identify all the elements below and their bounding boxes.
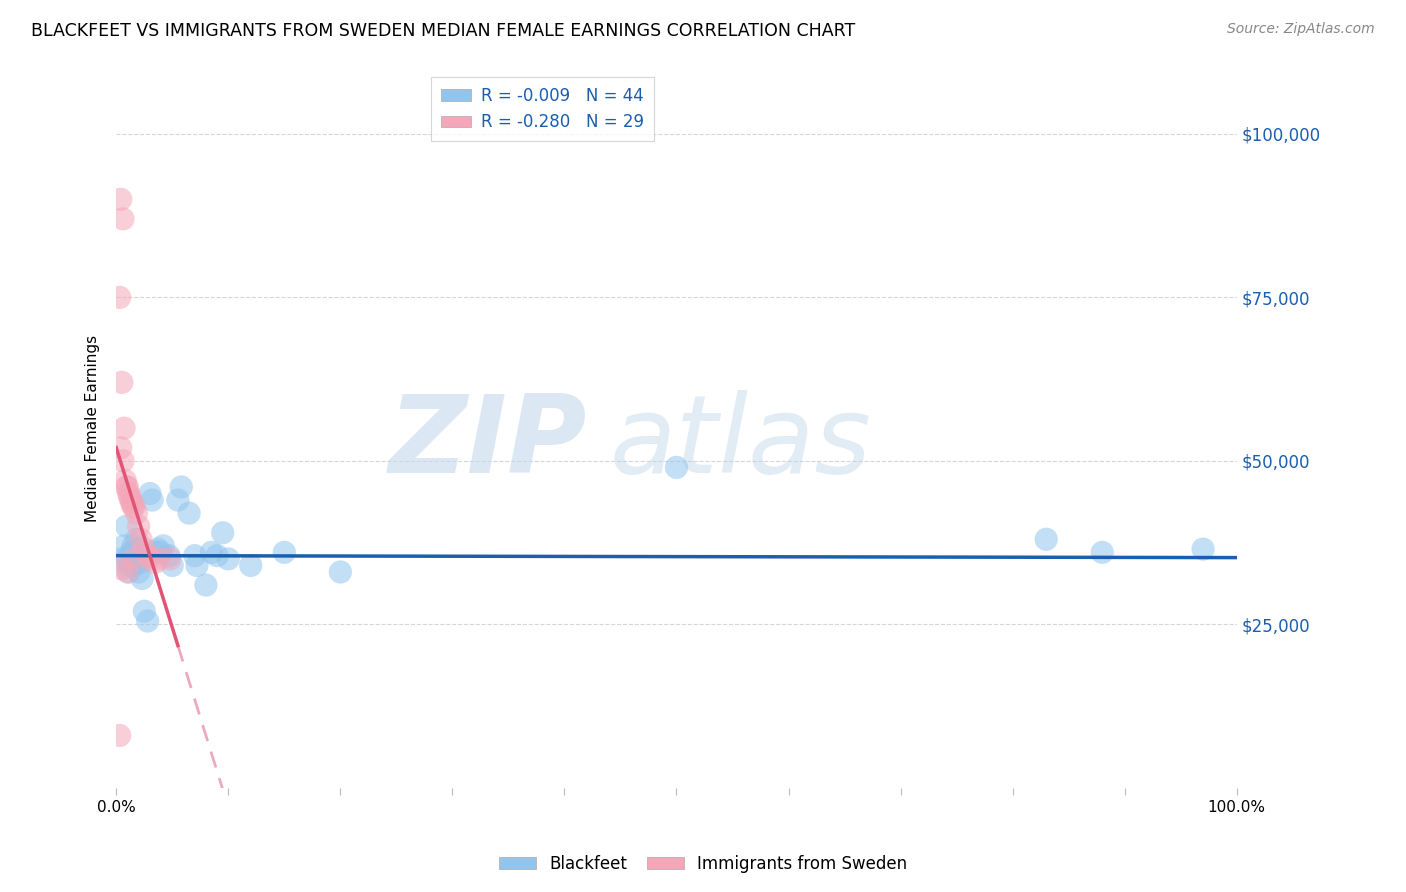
Point [120, 545, 142, 559]
Point [129, 533, 152, 547]
Point [127, 549, 149, 563]
Point [121, 496, 143, 510]
Point [128, 519, 150, 533]
Point [115, 480, 138, 494]
Point [665, 460, 688, 475]
Point [115, 519, 138, 533]
Point [1091, 545, 1114, 559]
Point [110, 192, 132, 206]
Y-axis label: Median Female Earnings: Median Female Earnings [86, 334, 100, 522]
Point [217, 552, 239, 566]
Point [1035, 533, 1057, 547]
Point [170, 480, 193, 494]
Point [148, 552, 170, 566]
Point [112, 539, 135, 553]
Point [111, 454, 134, 468]
Point [128, 545, 150, 559]
Point [194, 578, 217, 592]
Legend: R = -0.009   N = 44, R = -0.280   N = 29: R = -0.009 N = 44, R = -0.280 N = 29 [430, 77, 654, 141]
Point [117, 486, 139, 500]
Point [117, 480, 139, 494]
Point [159, 552, 181, 566]
Point [125, 533, 148, 547]
Point [122, 500, 145, 514]
Point [200, 545, 222, 559]
Point [239, 558, 262, 573]
Point [111, 376, 134, 390]
Point [122, 558, 145, 573]
Point [177, 506, 200, 520]
Point [150, 545, 173, 559]
Point [129, 555, 152, 569]
Text: atlas: atlas [609, 390, 872, 495]
Point [145, 555, 167, 569]
Point [131, 572, 153, 586]
Point [112, 421, 135, 435]
Point [157, 549, 180, 563]
Point [134, 604, 156, 618]
Point [128, 565, 150, 579]
Point [108, 290, 131, 304]
Point [122, 552, 145, 566]
Point [183, 549, 205, 563]
Point [120, 493, 142, 508]
Point [211, 525, 233, 540]
Legend: Blackfeet, Immigrants from Sweden: Blackfeet, Immigrants from Sweden [492, 848, 914, 880]
Text: Source: ZipAtlas.com: Source: ZipAtlas.com [1227, 22, 1375, 37]
Point [145, 545, 167, 559]
Point [136, 549, 159, 563]
Point [136, 614, 159, 628]
Point [205, 549, 228, 563]
Point [167, 493, 190, 508]
Point [117, 565, 139, 579]
Point [139, 486, 162, 500]
Point [108, 728, 131, 742]
Point [111, 211, 134, 226]
Point [134, 542, 156, 557]
Point [141, 493, 163, 508]
Point [110, 441, 132, 455]
Point [139, 552, 162, 566]
Point [152, 539, 174, 553]
Point [122, 539, 145, 553]
Point [186, 558, 208, 573]
Point [118, 558, 141, 573]
Point [124, 542, 146, 557]
Point [111, 562, 134, 576]
Point [111, 552, 134, 566]
Point [117, 565, 139, 579]
Point [146, 542, 169, 557]
Point [118, 490, 141, 504]
Text: BLACKFEET VS IMMIGRANTS FROM SWEDEN MEDIAN FEMALE EARNINGS CORRELATION CHART: BLACKFEET VS IMMIGRANTS FROM SWEDEN MEDI… [31, 22, 855, 40]
Point [162, 558, 184, 573]
Point [1192, 542, 1215, 557]
Text: ZIP: ZIP [388, 390, 586, 496]
Point [329, 565, 352, 579]
Point [273, 545, 295, 559]
Point [121, 552, 143, 566]
Point [117, 552, 139, 566]
Point [125, 506, 148, 520]
Point [114, 474, 136, 488]
Point [122, 500, 145, 514]
